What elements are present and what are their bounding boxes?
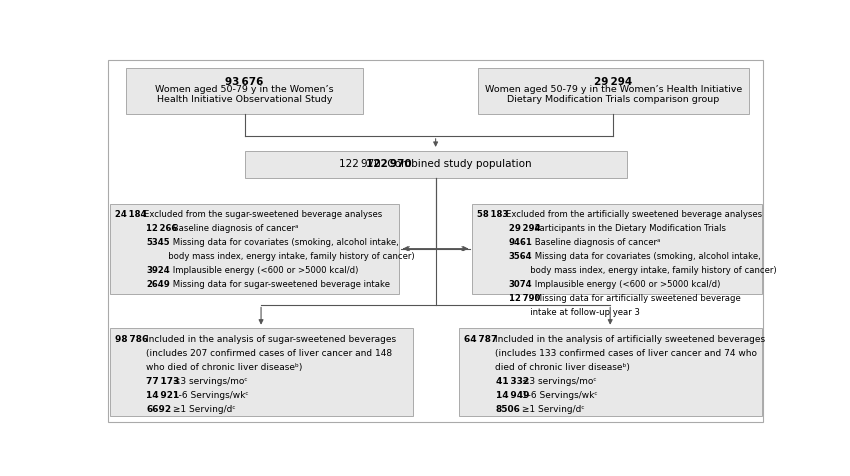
Text: 12 790: 12 790	[509, 294, 540, 303]
Text: Women aged 50-79 y in the Women’s Health Initiative
Dietary Modification Trials : Women aged 50-79 y in the Women’s Health…	[484, 85, 742, 104]
Text: Missing data for sugar-sweetened beverage intake: Missing data for sugar-sweetened beverag…	[170, 280, 390, 289]
Text: 24 184: 24 184	[115, 210, 146, 219]
Text: Implausible energy (<600 or >5000 kcal/d): Implausible energy (<600 or >5000 kcal/d…	[170, 266, 359, 275]
Text: Excluded from the sugar-sweetened beverage analyses: Excluded from the sugar-sweetened bevera…	[144, 210, 382, 219]
Text: 3074: 3074	[509, 280, 532, 289]
Text: ≥1 Serving/dᶜ: ≥1 Serving/dᶜ	[519, 405, 585, 414]
Text: Missing data for covariates (smoking, alcohol intake,: Missing data for covariates (smoking, al…	[532, 252, 762, 261]
Text: 122 970: 122 970	[366, 159, 412, 169]
FancyBboxPatch shape	[479, 68, 749, 114]
Text: ≥1 Serving/dᶜ: ≥1 Serving/dᶜ	[170, 405, 235, 414]
Text: 6692: 6692	[146, 405, 172, 414]
Text: Implausible energy (<600 or >5000 kcal/d): Implausible energy (<600 or >5000 kcal/d…	[532, 280, 721, 289]
Text: 2649: 2649	[146, 280, 170, 289]
Text: Baseline diagnosis of cancerᵃ: Baseline diagnosis of cancerᵃ	[170, 224, 298, 233]
Text: 9461: 9461	[509, 238, 533, 247]
Text: Excluded from the artificially sweetened beverage analyses: Excluded from the artificially sweetened…	[506, 210, 762, 219]
Text: Women aged 50-79 y in the Women’s
Health Initiative Observational Study: Women aged 50-79 y in the Women’s Health…	[156, 85, 334, 104]
Text: died of chronic liver diseaseᵇ): died of chronic liver diseaseᵇ)	[495, 363, 630, 372]
Text: who died of chronic liver diseaseᵇ): who died of chronic liver diseaseᵇ)	[146, 363, 302, 372]
Text: ≤3 servings/moᶜ: ≤3 servings/moᶜ	[170, 377, 247, 386]
Text: 3564: 3564	[509, 252, 532, 261]
Text: Missing data for artificially sweetened beverage: Missing data for artificially sweetened …	[532, 294, 741, 303]
FancyBboxPatch shape	[245, 150, 626, 178]
Text: (includes 207 confirmed cases of liver cancer and 148: (includes 207 confirmed cases of liver c…	[146, 349, 392, 358]
Text: body mass index, energy intake, family history of cancer): body mass index, energy intake, family h…	[512, 266, 777, 275]
FancyBboxPatch shape	[110, 328, 412, 416]
Text: 93 676: 93 676	[225, 77, 264, 87]
Text: body mass index, energy intake, family history of cancer): body mass index, energy intake, family h…	[149, 252, 415, 261]
Text: 3924: 3924	[146, 266, 170, 275]
Text: 1-6 Servings/wkᶜ: 1-6 Servings/wkᶜ	[519, 391, 598, 400]
Text: (includes 133 confirmed cases of liver cancer and 74 who: (includes 133 confirmed cases of liver c…	[495, 349, 756, 358]
Text: 122 970  Combined study population: 122 970 Combined study population	[339, 159, 532, 169]
FancyBboxPatch shape	[110, 204, 400, 294]
Text: 1-6 Servings/wkᶜ: 1-6 Servings/wkᶜ	[170, 391, 249, 400]
Text: 77 173: 77 173	[146, 377, 180, 386]
Text: 64 787: 64 787	[464, 335, 497, 344]
Text: 14 949: 14 949	[496, 391, 529, 400]
FancyBboxPatch shape	[126, 68, 363, 114]
Text: 58 183: 58 183	[477, 210, 508, 219]
Text: 41 332: 41 332	[496, 377, 529, 386]
Text: 29 294: 29 294	[594, 77, 632, 87]
Text: 8506: 8506	[496, 405, 520, 414]
Text: ≤3 servings/moᶜ: ≤3 servings/moᶜ	[519, 377, 597, 386]
Text: 5345: 5345	[146, 238, 170, 247]
Text: Included in the analysis of artificially sweetened beverages: Included in the analysis of artificially…	[495, 335, 765, 344]
Text: 14 921: 14 921	[146, 391, 179, 400]
Text: 98 786: 98 786	[115, 335, 148, 344]
Text: Included in the analysis of sugar-sweetened beverages: Included in the analysis of sugar-sweete…	[146, 335, 396, 344]
Text: Missing data for covariates (smoking, alcohol intake,: Missing data for covariates (smoking, al…	[170, 238, 399, 247]
Text: Participants in the Dietary Modification Trials: Participants in the Dietary Modification…	[532, 224, 727, 233]
Text: intake at follow-up year 3: intake at follow-up year 3	[512, 308, 640, 317]
Text: 29 294: 29 294	[509, 224, 541, 233]
Text: Baseline diagnosis of cancerᵃ: Baseline diagnosis of cancerᵃ	[532, 238, 660, 247]
Text: 12 266: 12 266	[146, 224, 178, 233]
FancyBboxPatch shape	[459, 328, 762, 416]
FancyBboxPatch shape	[472, 204, 762, 294]
